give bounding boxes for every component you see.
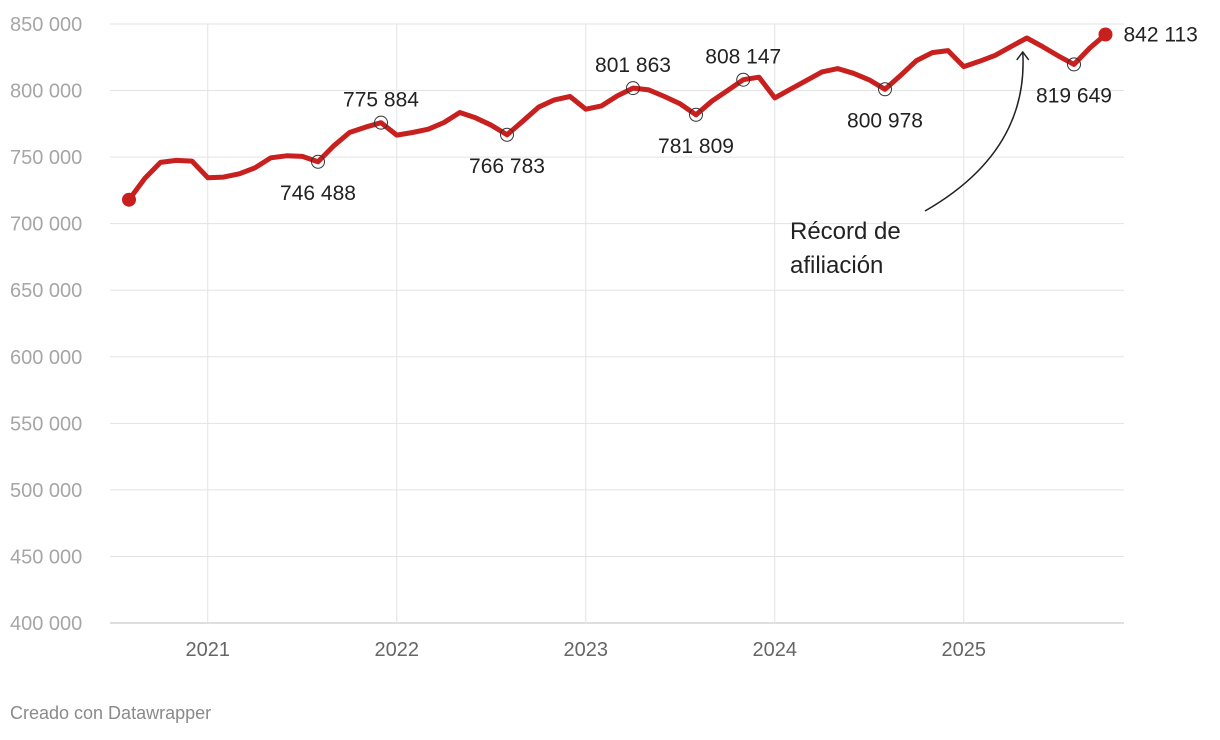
y-tick-label: 400 000	[10, 613, 82, 635]
y-tick-label: 800 000	[10, 81, 82, 103]
y-tick-label: 550 000	[10, 413, 82, 435]
data-point-marker	[626, 81, 640, 96]
series-line-group	[126, 32, 1108, 203]
data-label: 819 649	[1036, 84, 1112, 107]
annotation-text: Récord de	[790, 218, 901, 245]
y-tick-label: 700 000	[10, 214, 82, 236]
annotation-arrowhead	[1016, 50, 1030, 61]
x-tick-label: 2022	[375, 639, 420, 661]
y-tick-label: 450 000	[10, 546, 82, 568]
end-point	[1098, 27, 1113, 42]
grid	[110, 23, 1124, 624]
y-tick-label: 500 000	[10, 480, 82, 502]
credit-text: Creado con Datawrapper	[10, 703, 212, 723]
data-label: 808 147	[705, 46, 781, 69]
x-tick-label: 2021	[186, 639, 231, 661]
x-tick-label: 2025	[942, 639, 987, 661]
data-label: 801 863	[595, 54, 671, 77]
x-tick-label: 2024	[753, 639, 798, 661]
y-axis: 400 000 450 000 500 000 550 000 600 000 650 0…	[10, 14, 82, 635]
annotation-text: afiliación	[790, 252, 883, 279]
data-point-marker	[311, 154, 325, 169]
y-tick-label: 850 000	[10, 14, 82, 36]
data-label: 766 783	[469, 155, 545, 178]
data-point-marker	[878, 82, 892, 97]
marker-group	[122, 27, 1113, 207]
data-label: 746 488	[280, 182, 356, 205]
data-label: 842 113	[1124, 23, 1198, 46]
data-point-marker	[689, 107, 703, 122]
y-tick-label: 650 000	[10, 280, 82, 302]
data-label: 800 978	[847, 109, 923, 132]
data-label-group: 746 488 775 884 766 783 801 863 781 809 808 1…	[280, 23, 1198, 204]
data-point-marker	[736, 72, 751, 87]
start-point	[122, 192, 136, 207]
annotation-arrow	[924, 51, 1024, 212]
data-point-marker	[500, 127, 514, 142]
data-label: 775 884	[343, 89, 419, 112]
data-point-marker	[374, 115, 388, 130]
x-axis: 2021 2022 2023 2024 2025	[186, 639, 987, 661]
series-line	[126, 32, 1108, 203]
y-tick-label: 750 000	[10, 147, 82, 169]
x-tick-label: 2023	[564, 639, 609, 661]
y-tick-label: 600 000	[10, 347, 82, 369]
annotation-group: Récord de afiliación	[790, 50, 1030, 279]
data-label: 781 809	[658, 135, 734, 158]
data-point-marker	[1067, 57, 1081, 72]
